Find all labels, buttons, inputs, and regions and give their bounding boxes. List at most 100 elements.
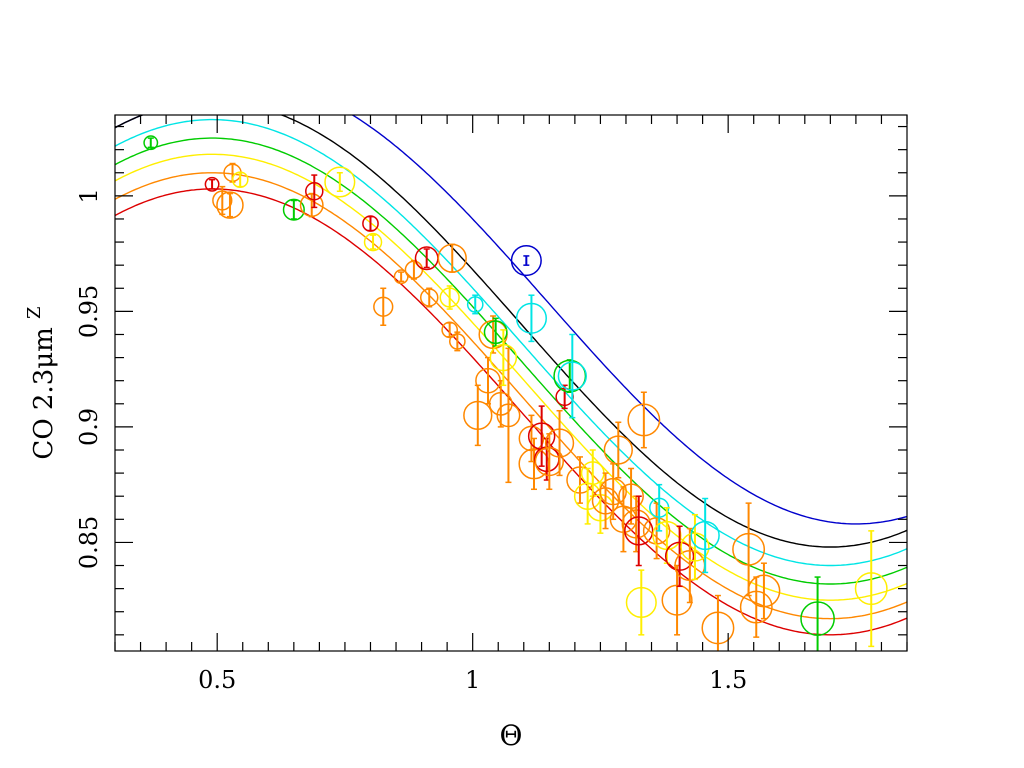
x-tick-label: 1 <box>465 666 480 694</box>
point-marker <box>515 302 547 334</box>
data-point <box>231 171 249 189</box>
data-point <box>854 530 888 648</box>
data-point <box>625 569 657 636</box>
point-marker <box>518 425 545 452</box>
y-tick-label: 0.95 <box>75 285 103 338</box>
data-point <box>362 215 379 232</box>
data-point <box>441 321 459 339</box>
point-marker <box>362 215 379 232</box>
model-curve <box>115 118 907 567</box>
point-marker <box>324 166 356 198</box>
model-curve <box>115 115 907 548</box>
data-point <box>419 287 439 308</box>
x-axis-label: Θ <box>500 719 523 752</box>
point-marker <box>439 287 460 308</box>
point-marker <box>437 243 467 273</box>
data-point <box>510 245 542 277</box>
model-curve <box>115 137 907 585</box>
point-marker <box>627 403 661 437</box>
data-point <box>732 502 766 597</box>
point-marker <box>483 320 508 345</box>
point-marker <box>680 532 710 562</box>
point-marker <box>690 520 720 551</box>
data-point <box>216 191 244 219</box>
data-point <box>800 576 835 651</box>
data-point <box>363 232 383 252</box>
y-tick-label: 1 <box>75 188 103 203</box>
model-curves <box>115 115 907 636</box>
data-point <box>204 176 220 192</box>
data-point <box>515 294 547 343</box>
point-marker <box>441 321 459 339</box>
point-marker <box>603 435 633 465</box>
data-point <box>661 564 693 636</box>
model-curve <box>115 172 907 620</box>
data-point <box>437 243 467 273</box>
y-axis-label-main: CO 2.3μm <box>29 327 59 459</box>
data-point <box>553 359 587 393</box>
x-tick-labels: 0.5 1 1.5 <box>198 666 747 694</box>
point-marker <box>625 586 657 619</box>
point-marker <box>618 483 644 510</box>
point-marker <box>404 260 424 280</box>
data-point <box>591 472 620 530</box>
plot-frame <box>114 114 908 652</box>
point-marker <box>534 446 564 477</box>
point-marker <box>747 574 781 608</box>
data-points <box>143 135 888 651</box>
point-marker <box>143 135 159 151</box>
data-point <box>544 409 575 477</box>
data-point <box>439 285 460 310</box>
data-point <box>566 456 594 504</box>
y-axis-label: CO 2.3μm Z <box>24 306 59 459</box>
point-marker <box>466 296 484 313</box>
point-marker <box>732 532 766 566</box>
point-marker <box>448 333 466 350</box>
point-marker <box>557 361 587 391</box>
point-marker <box>212 190 233 211</box>
y-tick-label: 0.9 <box>75 408 103 446</box>
data-point <box>414 246 439 271</box>
point-marker <box>373 296 394 317</box>
data-point <box>373 287 394 326</box>
point-marker <box>510 245 542 277</box>
point-marker <box>553 359 587 393</box>
data-point <box>212 185 233 216</box>
data-point <box>489 329 518 387</box>
data-point <box>466 294 484 315</box>
point-marker <box>624 516 654 546</box>
point-marker <box>664 541 695 571</box>
point-marker <box>800 601 835 637</box>
y-tick-label: 0.85 <box>75 516 103 569</box>
data-point <box>404 259 424 280</box>
point-marker <box>854 572 888 606</box>
data-point <box>557 333 587 419</box>
x-tick-label: 0.5 <box>198 666 236 694</box>
data-point <box>701 594 735 651</box>
point-marker <box>599 477 627 506</box>
data-point <box>143 135 159 151</box>
point-marker <box>463 400 493 430</box>
data-point <box>690 497 720 574</box>
point-marker <box>496 403 521 428</box>
data-point <box>282 198 305 221</box>
y-tick-labels: 0.85 0.9 0.95 1 <box>75 188 103 569</box>
point-marker <box>591 487 620 515</box>
point-marker <box>363 232 383 252</box>
point-marker <box>204 176 220 192</box>
data-point <box>603 421 633 479</box>
point-marker <box>739 590 773 624</box>
y-axis-label-superscript: Z <box>24 306 45 319</box>
data-point <box>463 384 493 447</box>
data-point <box>627 391 661 449</box>
point-marker <box>661 584 693 616</box>
point-marker <box>488 391 513 416</box>
point-marker <box>305 181 324 201</box>
model-curve <box>115 115 907 525</box>
data-point <box>324 166 356 198</box>
data-point <box>448 331 466 352</box>
point-marker <box>489 343 518 372</box>
axis-ticks <box>114 115 908 651</box>
data-point <box>624 495 654 567</box>
data-point <box>618 467 644 525</box>
